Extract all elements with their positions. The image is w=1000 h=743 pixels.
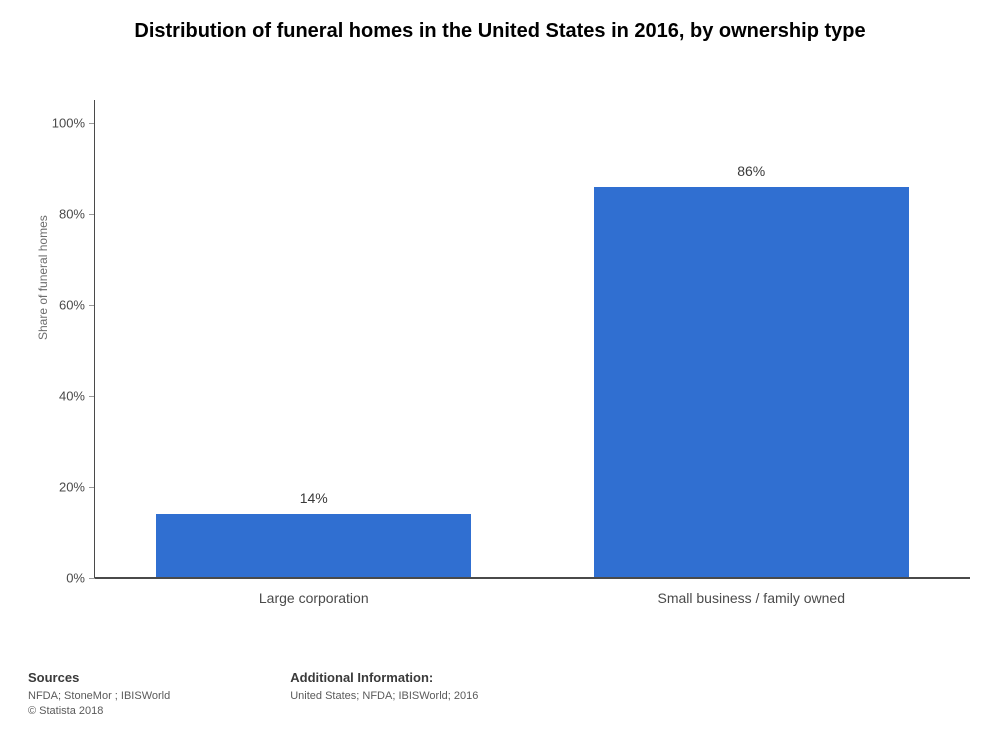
x-category-label: Small business / family owned <box>657 578 845 606</box>
y-tick-label: 40% <box>59 388 95 403</box>
chart-plot-area: 0%20%40%60%80%100% 14%86% Large corporat… <box>95 100 970 578</box>
y-tick-label: 20% <box>59 479 95 494</box>
y-tick-label: 100% <box>52 115 95 130</box>
y-tick-label: 0% <box>66 571 95 586</box>
bar: 86% <box>594 187 909 579</box>
additional-info-block: Additional Information: United States; N… <box>290 670 478 717</box>
additional-info-text: United States; NFDA; IBISWorld; 2016 <box>290 690 478 702</box>
bar-value-label: 14% <box>156 490 471 506</box>
y-axis-line <box>94 100 95 578</box>
x-category-label: Large corporation <box>259 578 369 606</box>
sources-heading: Sources <box>28 670 170 685</box>
bar: 14% <box>156 514 471 578</box>
sources-text: NFDA; StoneMor ; IBISWorld <box>28 690 170 702</box>
y-axis-title: Share of funeral homes <box>36 215 50 340</box>
y-tick-label: 60% <box>59 297 95 312</box>
sources-block: Sources NFDA; StoneMor ; IBISWorld © Sta… <box>28 670 170 717</box>
y-tick-label: 80% <box>59 206 95 221</box>
chart-footer: Sources NFDA; StoneMor ; IBISWorld © Sta… <box>28 670 972 717</box>
chart-title: Distribution of funeral homes in the Uni… <box>0 0 1000 53</box>
bar-value-label: 86% <box>594 163 909 179</box>
copyright-text: © Statista 2018 <box>28 705 170 717</box>
additional-info-heading: Additional Information: <box>290 670 478 685</box>
